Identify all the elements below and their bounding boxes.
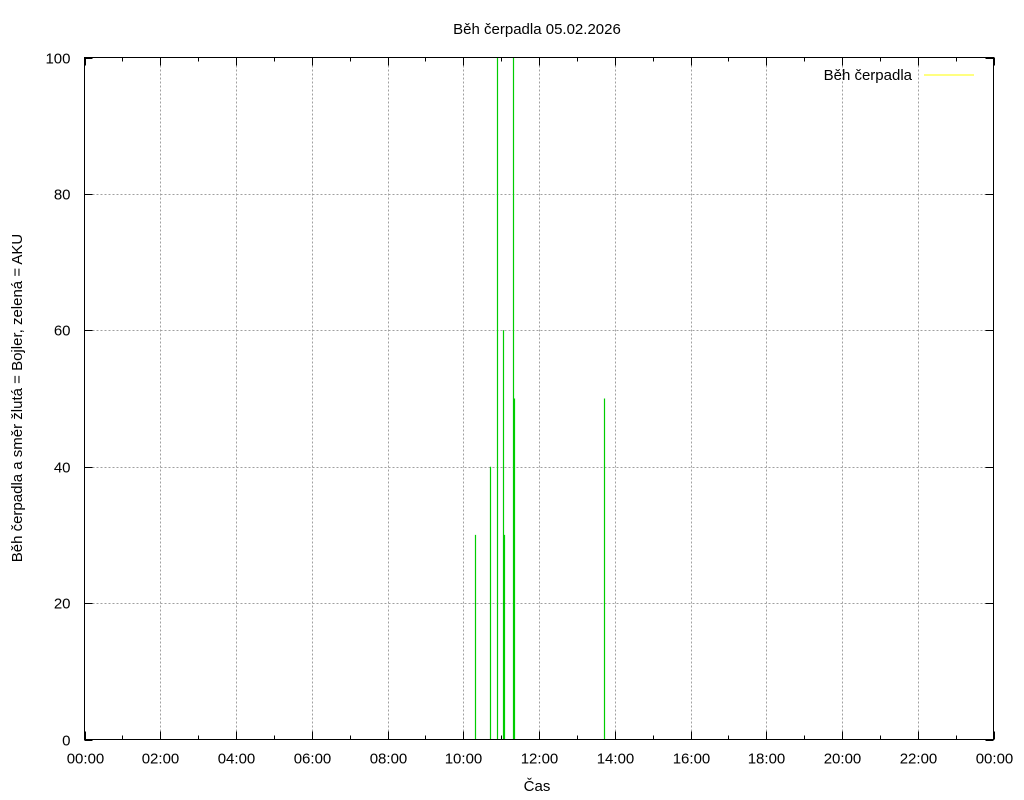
x-tick-label: 10:00 — [445, 751, 483, 768]
y-tick-label: 80 — [54, 187, 71, 204]
x-tick-label: 22:00 — [900, 751, 938, 768]
series-layer — [474, 57, 606, 740]
chart-title: Běh čerpadla 05.02.2026 — [453, 21, 621, 38]
y-tick-label: 40 — [54, 460, 71, 477]
x-axis-label: Čas — [524, 778, 551, 795]
x-tick-label: 18:00 — [748, 751, 786, 768]
y-tick-label: 0 — [62, 733, 70, 750]
legend: Běh čerpadla — [824, 67, 974, 84]
ticks — [84, 57, 995, 741]
x-tick-label: 04:00 — [218, 751, 256, 768]
x-tick-label: 02:00 — [142, 751, 180, 768]
x-tick-label: 08:00 — [370, 751, 408, 768]
y-tick-label: 20 — [54, 596, 71, 613]
legend-label: Běh čerpadla — [824, 67, 913, 84]
y-axis-label: Běh čerpadla a směr žlutá = Bojler, zele… — [9, 234, 26, 563]
x-tick-label: 00:00 — [976, 751, 1014, 768]
y-tick-label: 100 — [45, 51, 70, 68]
y-tick-label: 60 — [54, 323, 71, 340]
tick-labels: 00:00 02:00 04:00 06:00 08:00 10:00 12:00 14:00… — [45, 51, 1013, 768]
x-tick-label: 06:00 — [294, 751, 332, 768]
x-tick-label: 00:00 — [67, 751, 105, 768]
x-tick-label: 12:00 — [521, 751, 559, 768]
series-1 — [474, 57, 606, 740]
grid — [84, 57, 994, 740]
x-tick-label: 20:00 — [824, 751, 862, 768]
x-tick-label: 14:00 — [597, 751, 635, 768]
x-tick-label: 16:00 — [673, 751, 711, 768]
